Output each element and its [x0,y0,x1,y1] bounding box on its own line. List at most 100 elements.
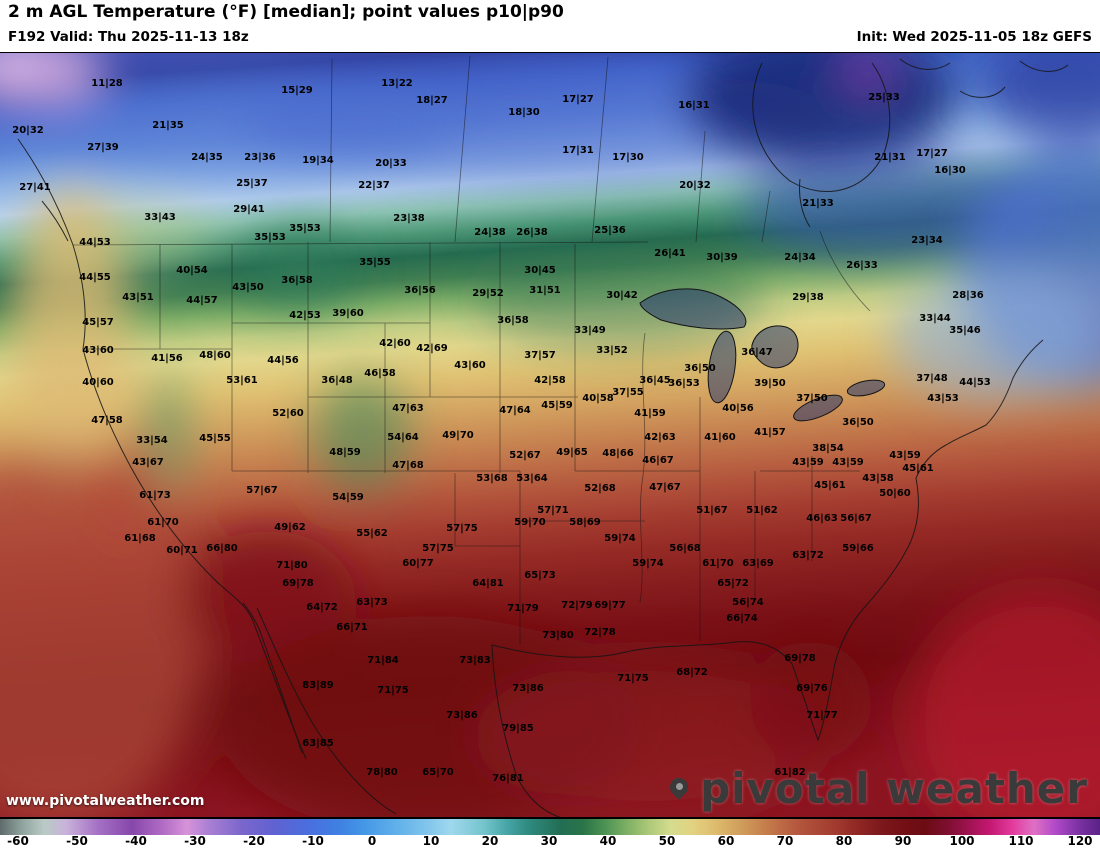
colorbar-tick-label: 40 [599,834,617,848]
point-value: 29|52 [472,288,504,299]
point-value: 24|35 [191,152,223,163]
point-value: 45|61 [902,463,934,474]
point-value: 33|49 [574,325,606,336]
point-value: 50|60 [879,488,911,499]
point-value: 37|57 [524,350,556,361]
point-value: 45|61 [814,480,846,491]
point-value: 71|84 [367,655,399,666]
point-value: 49|65 [556,447,588,458]
point-value: 37|48 [916,373,948,384]
point-value: 65|72 [717,578,749,589]
coastline-borders [17,58,1069,817]
point-value: 45|55 [199,433,231,444]
state-borders [72,55,871,645]
point-value: 61|70 [702,558,734,569]
point-value: 57|75 [446,523,478,534]
point-value: 59|74 [604,533,636,544]
colorbar-tick-label: -40 [125,834,147,848]
point-value: 24|38 [474,227,506,238]
colorbar-tick-label: 50 [658,834,676,848]
point-value: 44|53 [959,377,991,388]
point-value: 44|55 [79,272,111,283]
point-value: 59|74 [632,558,664,569]
point-value: 61|73 [139,490,171,501]
point-value: 43|58 [862,473,894,484]
point-value: 21|31 [874,152,906,163]
point-value: 56|74 [732,597,764,608]
point-value: 42|63 [644,432,676,443]
point-value: 27|41 [19,182,51,193]
point-value: 20|32 [12,125,44,136]
point-value: 29|41 [233,204,265,215]
point-value: 37|55 [612,387,644,398]
point-value: 65|70 [422,767,454,778]
point-value: 57|71 [537,505,569,516]
point-value: 69|76 [796,683,828,694]
point-value: 13|22 [381,78,413,89]
point-value: 46|67 [642,455,674,466]
colorbar-tick-label: 110 [1008,834,1034,848]
point-value: 40|54 [176,265,208,276]
init-time-label: Init: Wed 2025-11-05 18z GEFS [856,29,1092,45]
point-value: 45|59 [541,400,573,411]
point-value: 63|85 [302,738,334,749]
point-value: 17|27 [916,148,948,159]
point-value: 43|51 [122,292,154,303]
point-value: 66|80 [206,543,238,554]
point-value: 73|86 [512,683,544,694]
point-value: 38|54 [812,443,844,454]
point-value: 43|50 [232,282,264,293]
point-value: 20|33 [375,158,407,169]
point-value: 71|77 [806,710,838,721]
point-value: 56|68 [669,543,701,554]
point-value: 58|69 [569,517,601,528]
point-value: 48|66 [602,448,634,459]
website-watermark: www.pivotalweather.com [6,793,205,809]
point-value: 45|57 [82,317,114,328]
point-value: 76|81 [492,773,524,784]
point-value: 53|64 [516,473,548,484]
point-value: 71|75 [377,685,409,696]
point-value: 46|63 [806,513,838,524]
point-value: 66|71 [336,622,368,633]
colorbar-tick-label: 70 [776,834,794,848]
point-labels-layer: 11|28 15|29 13|22 18|27 17|27 16|31 25|33 20|32… [0,53,1100,817]
point-value: 36|50 [684,363,716,374]
point-value: 19|34 [302,155,334,166]
colorbar-tick-label: 60 [717,834,735,848]
point-value: 30|42 [606,290,638,301]
weather-map: 11|28 15|29 13|22 18|27 17|27 16|31 25|33 20|32… [0,52,1100,818]
point-value: 71|75 [617,673,649,684]
point-value: 39|60 [332,308,364,319]
point-value: 36|45 [639,375,671,386]
point-value: 42|69 [416,343,448,354]
point-value: 53|68 [476,473,508,484]
point-value: 35|46 [949,325,981,336]
point-value: 23|36 [244,152,276,163]
point-value: 69|78 [282,578,314,589]
colorbar-tick-label: 0 [367,834,377,848]
colorbar-tick-label: 30 [540,834,558,848]
point-value: 17|30 [612,152,644,163]
point-value: 61|68 [124,533,156,544]
point-value: 48|59 [329,447,361,458]
colorbar-tick-label: -10 [302,834,324,848]
point-value: 21|33 [802,198,834,209]
point-value: 71|80 [276,560,308,571]
point-value: 11|28 [91,78,123,89]
point-value: 63|69 [742,558,774,569]
point-value: 83|89 [302,680,334,691]
point-value: 71|79 [507,603,539,614]
great-lakes [639,288,886,422]
point-value: 43|53 [927,393,959,404]
point-value: 44|53 [79,237,111,248]
point-value: 23|34 [911,235,943,246]
point-value: 72|78 [584,627,616,638]
point-value: 56|67 [840,513,872,524]
point-value: 16|30 [934,165,966,176]
colorbar-gradient [0,818,1100,835]
point-value: 29|38 [792,292,824,303]
point-value: 52|67 [509,450,541,461]
point-value: 36|53 [668,378,700,389]
valid-time-label: F192 Valid: Thu 2025-11-13 18z [8,29,249,45]
